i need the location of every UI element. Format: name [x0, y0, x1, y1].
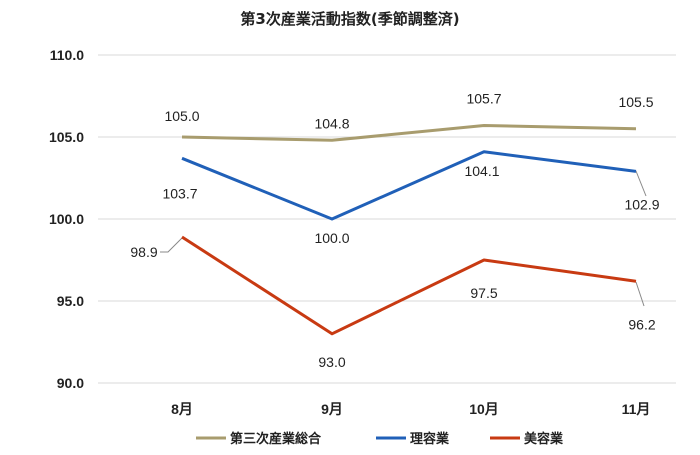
x-tick-label: 9月	[321, 401, 343, 417]
leader-line	[160, 237, 183, 253]
y-tick-label: 90.0	[57, 375, 84, 391]
gridlines	[98, 54, 676, 384]
series-line-2	[181, 235, 637, 336]
data-label: 96.2	[628, 316, 655, 332]
chart-title: 第3次産業活動指数(季節調整済)	[240, 10, 459, 28]
y-tick-label: 105.0	[49, 129, 84, 145]
data-labels: 105.0 104.8 105.7 105.5 103.7 100.0 104.1 102.9…	[130, 91, 659, 370]
data-label: 97.5	[470, 285, 497, 301]
legend-label: 第三次産業総合	[230, 431, 322, 447]
y-axis-ticks: 90.0 95.0 100.0 105.0 110.0	[49, 47, 84, 391]
data-label: 104.1	[464, 163, 499, 179]
series-line-0	[181, 124, 637, 142]
legend-label: 理容業	[410, 431, 450, 447]
y-tick-label: 95.0	[57, 293, 84, 309]
legend-label: 美容業	[524, 431, 564, 447]
data-label: 105.0	[164, 108, 199, 124]
data-label: 105.5	[618, 94, 653, 110]
leader-line	[635, 170, 647, 197]
data-label: 100.0	[314, 230, 349, 246]
legend: 第三次産業総合 理容業 美容業	[196, 431, 564, 447]
data-label: 104.8	[314, 115, 349, 131]
leader-line	[635, 281, 645, 307]
data-label: 102.9	[624, 196, 659, 212]
y-tick-label: 110.0	[50, 47, 84, 63]
x-tick-label: 8月	[171, 401, 193, 417]
data-label: 103.7	[162, 185, 197, 201]
x-axis-ticks: 8月 9月 10月 11月	[171, 401, 650, 417]
x-tick-label: 11月	[622, 401, 651, 417]
series-line-1	[181, 150, 637, 221]
series-lines	[181, 124, 637, 336]
x-tick-label: 10月	[469, 401, 499, 417]
data-label: 105.7	[466, 91, 501, 107]
label-leader-lines	[160, 170, 647, 307]
data-label: 98.9	[130, 244, 157, 260]
data-label: 93.0	[318, 354, 345, 370]
y-tick-label: 100.0	[49, 211, 84, 227]
